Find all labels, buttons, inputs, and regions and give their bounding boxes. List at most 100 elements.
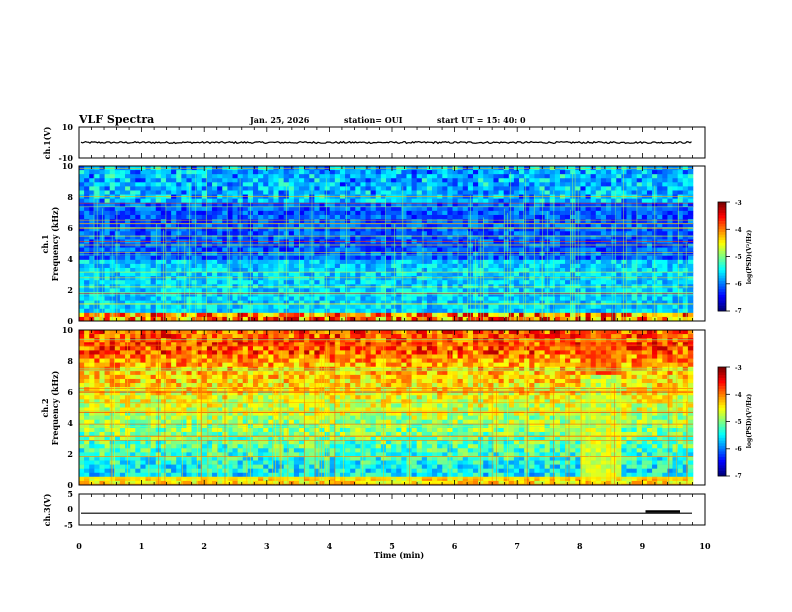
spectrogram-cell — [672, 243, 678, 248]
spectrogram-cell — [606, 280, 612, 285]
spectrogram-cell — [401, 174, 407, 179]
spectrogram-cell — [150, 190, 157, 195]
spectrogram-cell — [84, 251, 90, 257]
spectrogram-cell — [396, 247, 402, 252]
spectrogram-cell — [268, 276, 274, 281]
spectrogram-cell — [513, 227, 520, 232]
spectrogram-cell — [345, 308, 351, 314]
spectrogram-cell — [534, 292, 540, 297]
spectrogram-cell — [212, 170, 218, 175]
spectrogram-cell — [339, 231, 346, 236]
spectrogram-cell — [191, 243, 197, 248]
spectrogram-cell — [191, 235, 197, 240]
spectrogram-cell — [667, 206, 673, 212]
spectrogram-cell — [329, 174, 336, 179]
spectrogram-cell — [252, 284, 259, 289]
spectrogram-cell — [212, 231, 218, 236]
spectrogram-cell — [165, 296, 172, 301]
spectrogram-cell — [421, 312, 428, 318]
spectrogram-cell — [89, 292, 95, 297]
spectrogram-cell — [370, 267, 377, 273]
spectrogram-cell — [600, 223, 607, 228]
spectrogram-cell — [396, 300, 402, 305]
spectrogram-cell — [386, 296, 392, 301]
spectrogram-cell — [386, 190, 392, 195]
spectrogram-cell — [462, 227, 469, 232]
spectrogram-cell — [657, 316, 663, 322]
spectrogram-cell — [114, 292, 121, 297]
spectrogram-cell — [114, 267, 121, 273]
spectrogram-cell — [288, 214, 295, 220]
spectrogram-cell — [232, 255, 238, 261]
spectrogram-cell — [217, 292, 223, 297]
spectrogram-cell — [646, 247, 653, 252]
spectrogram-cell — [268, 308, 274, 314]
spectrogram-cell — [79, 255, 85, 261]
spectrogram-cell — [687, 202, 694, 208]
spectrogram-cell — [84, 267, 90, 273]
spectrogram-cell — [513, 284, 520, 289]
spectrogram-cell — [565, 255, 571, 261]
spectrogram-cell — [529, 284, 535, 289]
spectrogram-cell — [130, 202, 136, 208]
spectrogram-cell — [79, 223, 85, 228]
ch1-cb-tick-m7: -7 — [735, 308, 742, 315]
spectrogram-cell — [324, 186, 331, 191]
spectrogram-cell — [155, 300, 162, 305]
spectrogram-cell — [247, 186, 254, 191]
spectrogram-cell — [89, 182, 95, 187]
spectrogram-cell — [565, 198, 571, 204]
spectrogram-cell — [345, 316, 351, 322]
spectrogram-cell — [273, 308, 279, 314]
spectrogram-cell — [636, 259, 643, 265]
spectrogram-cell — [84, 227, 90, 232]
spectrogram-cell — [360, 174, 366, 179]
spectrogram-cell — [447, 182, 453, 187]
spectrogram-cell — [406, 190, 412, 195]
spectrogram-cell — [79, 210, 85, 216]
spectrogram-cell — [150, 206, 157, 212]
spectrogram-cell — [206, 296, 213, 301]
spectrogram-cell — [360, 300, 366, 305]
spectrogram-cell — [549, 227, 556, 232]
spectrogram-cell — [355, 223, 361, 228]
spectrogram-cell — [508, 255, 515, 261]
spectrogram-cell — [498, 170, 504, 175]
spectrogram-cell — [365, 202, 371, 208]
colorbar-swatch — [718, 221, 726, 225]
spectrogram-cell — [416, 227, 423, 232]
spectrogram-cell — [432, 276, 438, 281]
spectrogram-cell — [513, 186, 520, 191]
spectrogram-cell — [288, 190, 295, 195]
spectrogram-cell — [314, 284, 320, 289]
spectrogram-cell — [79, 304, 85, 310]
spectrogram-cell — [155, 227, 162, 232]
spectrogram-cell — [314, 227, 320, 232]
spectrogram-cell — [232, 316, 238, 322]
spectrogram-cell — [130, 292, 136, 297]
spectrogram-cell — [135, 214, 141, 220]
spectrogram-cell — [472, 219, 479, 224]
spectrogram-cell — [406, 206, 412, 212]
spectrogram-cell — [524, 182, 530, 187]
spectrogram-cell — [396, 267, 402, 273]
spectrogram-cell — [155, 186, 162, 191]
spectrogram-cell — [421, 304, 428, 310]
spectrogram-cell — [631, 276, 638, 281]
spectrogram-cell — [160, 186, 167, 191]
spectrogram-cell — [529, 263, 535, 269]
spectrogram-cell — [559, 304, 566, 310]
spectrogram-cell — [94, 330, 100, 335]
spectrogram-cell — [155, 198, 162, 204]
spectrogram-cell — [498, 247, 504, 252]
spectrogram-cell — [319, 198, 325, 204]
spectrogram-cell — [196, 259, 203, 265]
spectrogram-cell — [432, 300, 438, 305]
spectrogram-cell — [606, 308, 612, 314]
spectrogram-cell — [140, 284, 146, 289]
spectrogram-cell — [646, 292, 653, 297]
spectrogram-cell — [258, 259, 264, 265]
spectrogram-cell — [421, 243, 428, 248]
spectrogram-cell — [667, 263, 673, 269]
spectrogram-cell — [457, 312, 464, 318]
